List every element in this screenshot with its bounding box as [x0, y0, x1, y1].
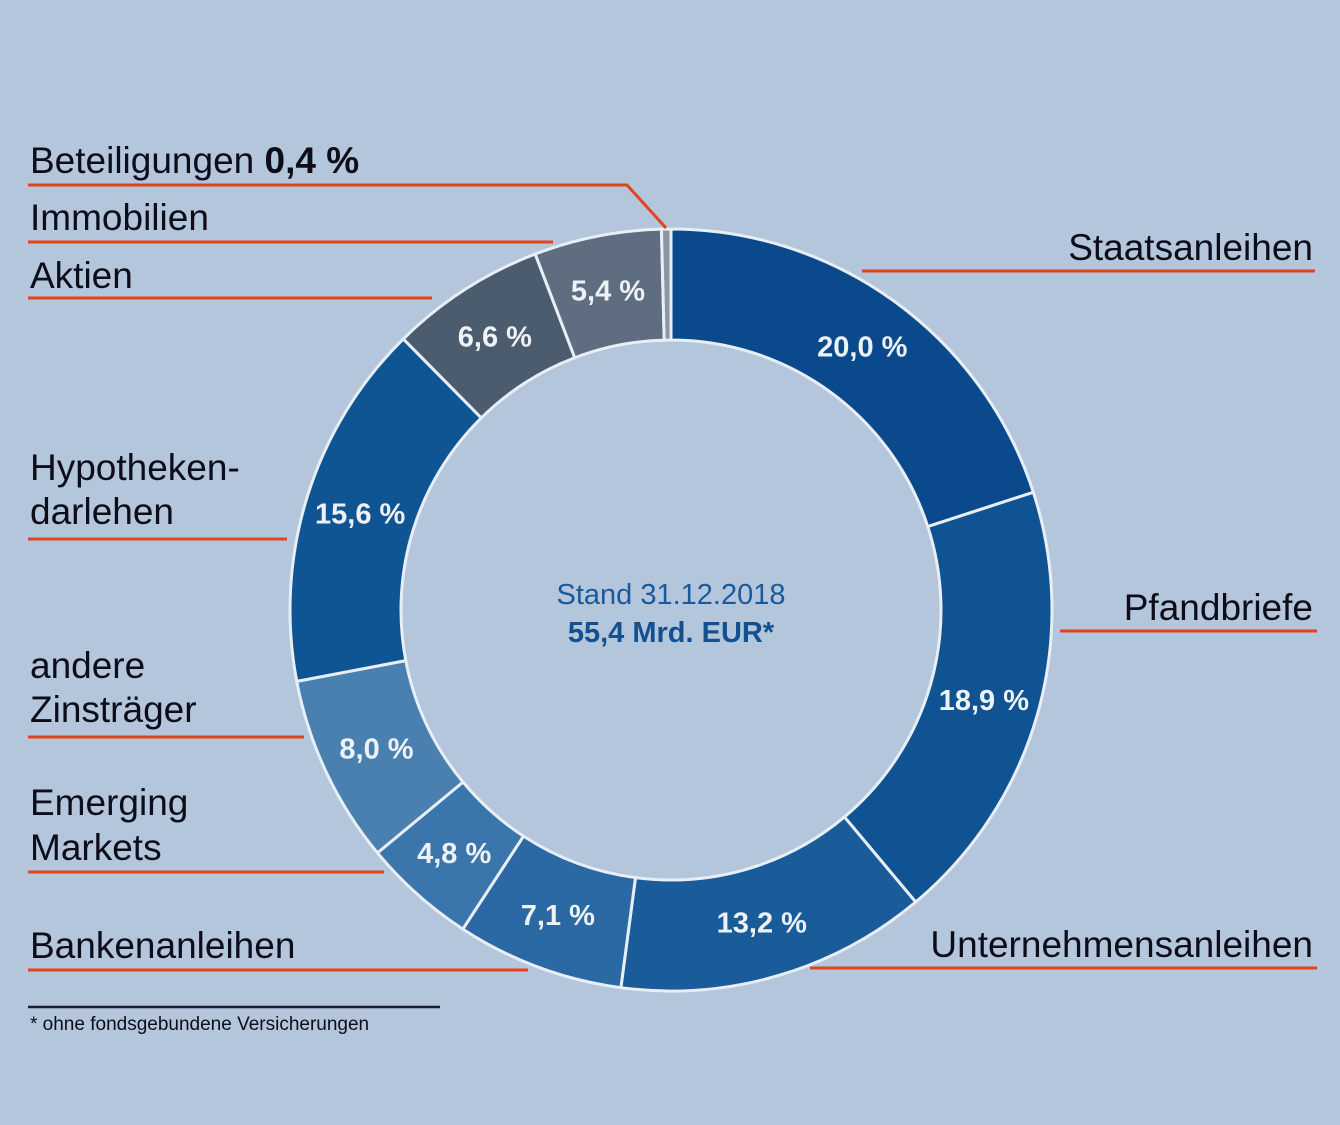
- value-label-bankenanleihen: 7,1 %: [521, 900, 595, 932]
- category-labels: Staatsanleihen Pfandbriefe Unternehmensanl…: [30, 140, 1313, 966]
- value-label-pfandbriefe: 18,9 %: [939, 685, 1029, 717]
- value-label-staatsanleihen: 20,0 %: [817, 332, 907, 364]
- category-label-unternehmensanleihen: Unternehmensanleihen: [930, 924, 1313, 965]
- category-label-emerging-markets: Emerging: [30, 782, 188, 823]
- category-label-emerging-markets: Markets: [30, 827, 162, 868]
- leader-line-beteiligungen: [28, 183, 668, 230]
- center-total: 55,4 Mrd. EUR*: [568, 617, 775, 649]
- category-label-hypothekendarlehen: Hypotheken-: [30, 447, 240, 488]
- category-label-beteiligungen: Beteiligungen 0,4 %: [30, 140, 359, 181]
- category-label-aktien: Aktien: [30, 255, 133, 296]
- category-label-immobilien: Immobilien: [30, 197, 209, 238]
- donut-slices: [288, 227, 1054, 993]
- category-label-hypothekendarlehen: darlehen: [30, 491, 174, 532]
- footnote: * ohne fondsgebundene Versicherungen: [30, 1014, 369, 1035]
- category-label-staatsanleihen: Staatsanleihen: [1068, 227, 1313, 268]
- category-label-pfandbriefe: Pfandbriefe: [1124, 587, 1313, 628]
- value-label-emerging-markets: 4,8 %: [417, 838, 491, 870]
- category-label-andere-zinstraeger: andere: [30, 645, 145, 686]
- slice-value-labels: 20,0 % 18,9 % 13,2 % 7,1 % 4,8 % 8,0 % 15,6 % 6…: [315, 276, 1029, 940]
- value-label-aktien: 6,6 %: [458, 321, 532, 353]
- value-label-andere-zinstraeger: 8,0 %: [339, 734, 413, 766]
- category-label-bankenanleihen: Bankenanleihen: [30, 925, 295, 966]
- value-label-immobilien: 5,4 %: [571, 276, 645, 308]
- slice-staatsanleihen: [669, 227, 1036, 529]
- category-value-beteiligungen: 0,4 %: [254, 140, 359, 181]
- category-label-andere-zinstraeger: Zinsträger: [30, 689, 197, 730]
- center-date: Stand 31.12.2018: [557, 579, 786, 611]
- value-label-unternehmensanleihen: 13,2 %: [717, 908, 807, 940]
- leader-lines: [28, 183, 1317, 972]
- slice-beteiligungen: [659, 227, 673, 342]
- value-label-hypothekendarlehen: 15,6 %: [315, 498, 405, 530]
